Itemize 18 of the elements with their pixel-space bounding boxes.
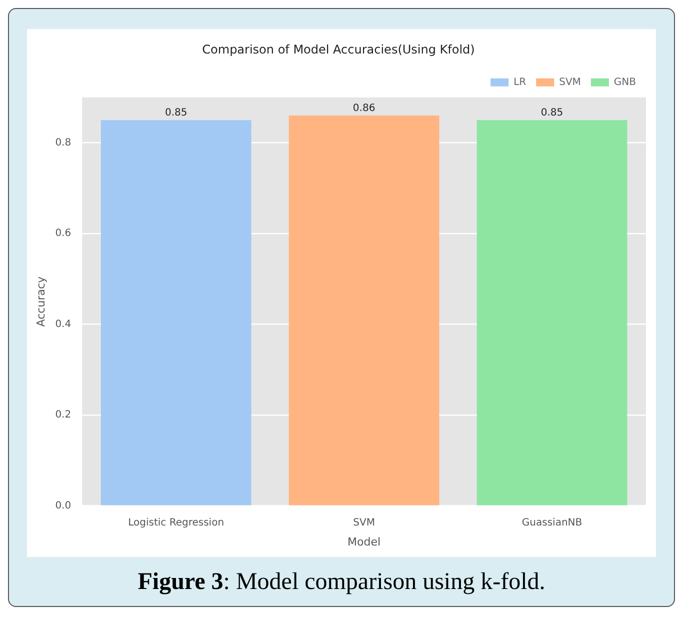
legend-label: GNB [614,76,636,88]
legend-label: SVM [559,76,581,88]
y-tick-label: 0.6 [55,228,72,240]
y-tick-label: 0.8 [55,137,72,148]
caption: Figure 3: Model comparison using k-fold. [138,569,546,595]
data-label: 0.85 [540,108,564,119]
data-label: 0.86 [352,103,376,114]
y-axis-title: Accuracy [34,276,48,327]
x-axis-title: Model [348,535,381,548]
x-tick-label: SVM [353,517,375,528]
legend-label: LR [514,76,526,88]
y-tick-label: 0.2 [55,410,72,421]
y-tick-label: 0.4 [55,318,72,330]
x-tick-label: Logistic Regression [128,517,224,528]
x-tick-label: GuassianNB [522,517,582,528]
data-label: 0.85 [164,108,188,119]
y-tick-label: 0.0 [55,500,72,512]
chart-title: Comparison of Model Accuracies(Using Kfold) [202,42,475,56]
